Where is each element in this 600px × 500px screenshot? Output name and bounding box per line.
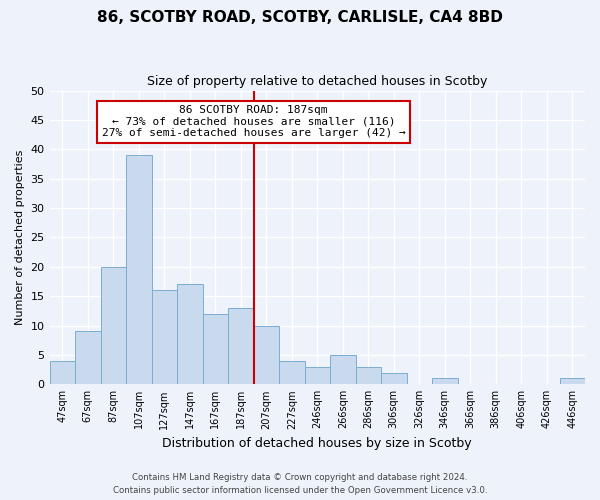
Bar	[432, 378, 458, 384]
Bar	[228, 308, 254, 384]
Bar	[560, 378, 585, 384]
Bar	[330, 355, 356, 384]
Bar	[254, 326, 279, 384]
Bar	[101, 267, 126, 384]
Bar	[356, 366, 381, 384]
Text: Contains HM Land Registry data © Crown copyright and database right 2024.
Contai: Contains HM Land Registry data © Crown c…	[113, 474, 487, 495]
Bar	[381, 372, 407, 384]
Bar	[203, 314, 228, 384]
Bar	[126, 155, 152, 384]
X-axis label: Distribution of detached houses by size in Scotby: Distribution of detached houses by size …	[163, 437, 472, 450]
Bar	[305, 366, 330, 384]
Bar	[177, 284, 203, 384]
Bar	[50, 361, 75, 384]
Title: Size of property relative to detached houses in Scotby: Size of property relative to detached ho…	[147, 75, 487, 88]
Text: 86, SCOTBY ROAD, SCOTBY, CARLISLE, CA4 8BD: 86, SCOTBY ROAD, SCOTBY, CARLISLE, CA4 8…	[97, 10, 503, 25]
Text: 86 SCOTBY ROAD: 187sqm
← 73% of detached houses are smaller (116)
27% of semi-de: 86 SCOTBY ROAD: 187sqm ← 73% of detached…	[101, 105, 406, 138]
Bar	[75, 332, 101, 384]
Bar	[152, 290, 177, 384]
Bar	[279, 361, 305, 384]
Y-axis label: Number of detached properties: Number of detached properties	[15, 150, 25, 325]
